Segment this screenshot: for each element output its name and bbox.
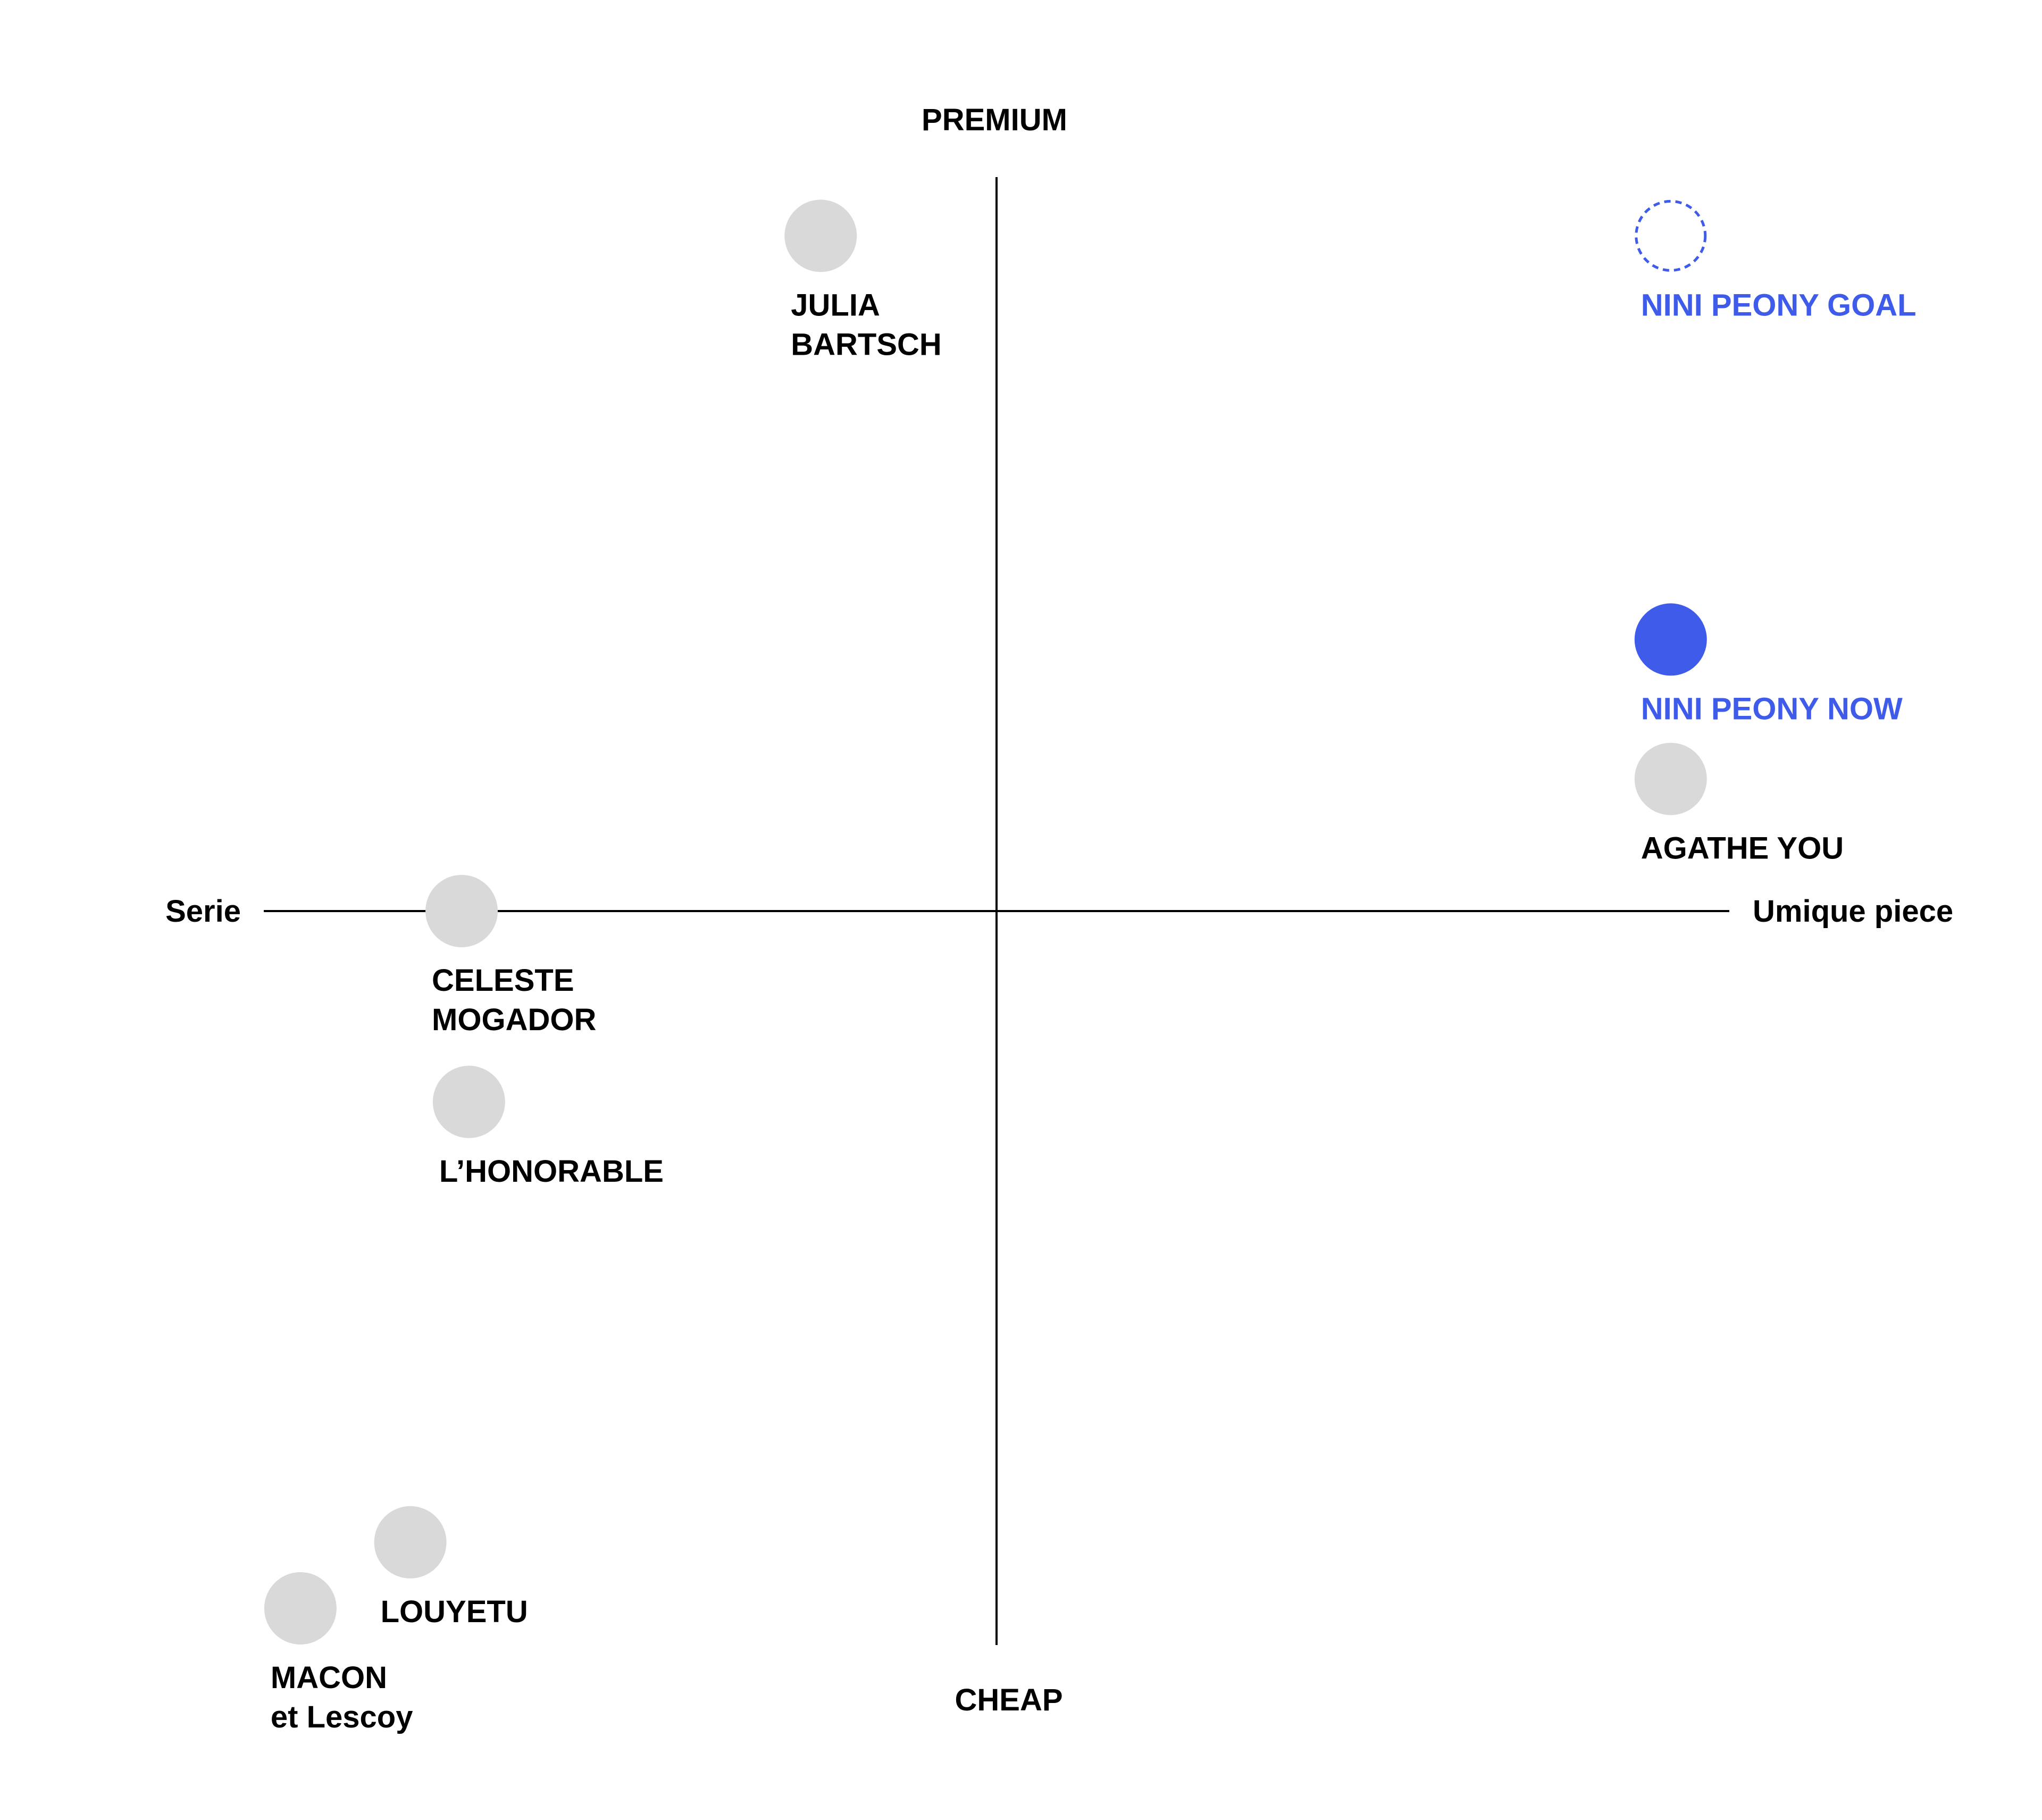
marker-l-honorable <box>432 1065 505 1138</box>
label-julia-bartsch-line-2: BARTSCH <box>791 327 942 362</box>
axis-label-right: Umique piece <box>1753 894 1953 929</box>
data-point-macon-et-lescoy: MACON et Lescoy <box>264 1572 413 1734</box>
axes: PREMIUM CHEAP Serie Umique piece <box>165 103 1953 1717</box>
label-celeste-mogador-line-1: CELESTE <box>432 963 574 998</box>
axis-label-top: PREMIUM <box>922 103 1067 137</box>
axis-label-bottom: CHEAP <box>955 1683 1062 1717</box>
data-point-celeste-mogador: CELESTE MOGADOR <box>425 875 596 1037</box>
marker-julia-bartsch <box>784 199 857 272</box>
data-point-julia-bartsch: JULIA BARTSCH <box>784 199 942 362</box>
label-l-honorable: L’HONORABLE <box>439 1154 664 1189</box>
marker-agathe-you <box>1634 742 1707 815</box>
marker-celeste-mogador <box>425 875 498 947</box>
data-point-nini-peony-now: NINI PEONY NOW <box>1634 603 1903 726</box>
marker-nini-peony-goal <box>1635 199 1707 272</box>
label-louyetu: LOUYETU <box>381 1594 528 1629</box>
data-point-agathe-you: AGATHE YOU <box>1634 742 1844 866</box>
label-nini-peony-now: NINI PEONY NOW <box>1641 691 1903 726</box>
axis-label-left: Serie <box>165 894 241 929</box>
marker-macon-et-lescoy <box>264 1572 337 1644</box>
data-points: JULIA BARTSCH NINI PEONY GOAL NINI PEONY NO… <box>264 199 1917 1734</box>
label-julia-bartsch-line-1: JULIA <box>791 288 880 322</box>
data-point-louyetu: LOUYETU <box>374 1506 528 1629</box>
label-nini-peony-goal: NINI PEONY GOAL <box>1641 288 1917 322</box>
data-point-nini-peony-goal: NINI PEONY GOAL <box>1635 199 1917 322</box>
label-macon-et-lescoy-line-2: et Lescoy <box>271 1700 413 1734</box>
marker-louyetu <box>374 1506 447 1579</box>
label-macon-et-lescoy-line-1: MACON <box>271 1660 387 1695</box>
label-celeste-mogador-line-2: MOGADOR <box>432 1003 596 1037</box>
marker-nini-peony-now <box>1634 603 1707 676</box>
label-agathe-you: AGATHE YOU <box>1641 831 1844 866</box>
data-point-l-honorable: L’HONORABLE <box>432 1065 664 1189</box>
